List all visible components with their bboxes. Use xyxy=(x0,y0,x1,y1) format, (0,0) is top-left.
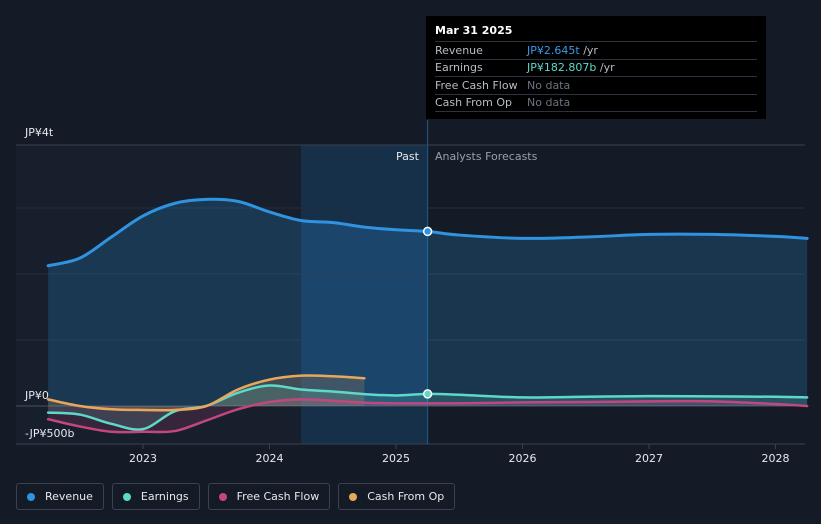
tooltip-key: Earnings xyxy=(435,61,483,75)
legend-item-free-cash-flow[interactable]: Free Cash Flow xyxy=(207,483,331,510)
tooltip-unit: /yr xyxy=(599,61,615,75)
y-label-top: JP¥4t xyxy=(25,126,54,139)
tooltip-row-revenue: Revenue JP¥2.645t /yr xyxy=(435,41,757,59)
tooltip-date: Mar 31 2025 xyxy=(435,24,513,37)
tooltip-unit: /yr xyxy=(583,43,598,57)
highlight-point-0 xyxy=(422,226,433,237)
legend-label: Free Cash Flow xyxy=(236,490,320,503)
tooltip-number: JP¥182.807b xyxy=(527,61,597,75)
series-area-3 xyxy=(48,375,365,411)
series-area-2 xyxy=(48,399,808,433)
legend-dot-icon xyxy=(122,492,131,501)
tooltip-value: JP¥182.807b /yr xyxy=(527,61,615,74)
tooltip-key: Cash From Op xyxy=(435,96,513,110)
tooltip-row-cfo: Cash From Op No data xyxy=(435,93,757,112)
legend-dot-icon xyxy=(218,492,227,501)
tooltip-value: No data xyxy=(527,96,570,109)
series-line-2 xyxy=(46,398,809,434)
tooltip-value: JP¥2.645t /yr xyxy=(527,44,598,57)
tooltip-number: No data xyxy=(527,96,571,110)
tooltip-number: No data xyxy=(527,78,571,92)
x-tick-label: 2023 xyxy=(129,452,157,465)
series-line-3 xyxy=(46,374,366,412)
past-label: Past xyxy=(396,150,419,163)
tooltip-row-fcf: Free Cash Flow No data xyxy=(435,76,757,94)
series-line-1 xyxy=(46,384,809,431)
series-area-0 xyxy=(48,199,808,406)
legend: Revenue Earnings Free Cash Flow Cash Fro… xyxy=(16,483,456,510)
x-tick-label: 2028 xyxy=(762,452,790,465)
series-line-0 xyxy=(46,197,809,268)
highlight-point-1 xyxy=(422,389,433,399)
legend-label: Revenue xyxy=(45,490,93,503)
legend-label: Earnings xyxy=(140,490,189,503)
tooltip-number: JP¥2.645t xyxy=(527,43,580,57)
tooltip-key: Free Cash Flow xyxy=(435,78,518,92)
y-label-bottom: -JP¥500b xyxy=(25,427,75,440)
legend-dot-icon xyxy=(349,492,358,501)
legend-item-cash-from-op[interactable]: Cash From Op xyxy=(338,483,456,510)
x-tick-label: 2026 xyxy=(509,452,537,465)
x-tick-label: 2024 xyxy=(256,452,284,465)
legend-label: Cash From Op xyxy=(367,490,445,503)
y-label-zero: JP¥0 xyxy=(25,389,49,402)
tooltip-row-earnings: Earnings JP¥182.807b /yr xyxy=(435,58,757,77)
tooltip: Mar 31 2025 Revenue JP¥2.645t /yr Earnin… xyxy=(426,16,766,119)
x-tick-label: 2027 xyxy=(635,452,663,465)
legend-item-revenue[interactable]: Revenue xyxy=(16,483,104,510)
x-tick-label: 2025 xyxy=(382,452,410,465)
tooltip-key: Revenue xyxy=(435,43,483,57)
forecast-label: Analysts Forecasts xyxy=(435,150,538,163)
legend-item-earnings[interactable]: Earnings xyxy=(111,483,200,510)
tooltip-value: No data xyxy=(527,79,570,92)
legend-dot-icon xyxy=(27,492,35,501)
